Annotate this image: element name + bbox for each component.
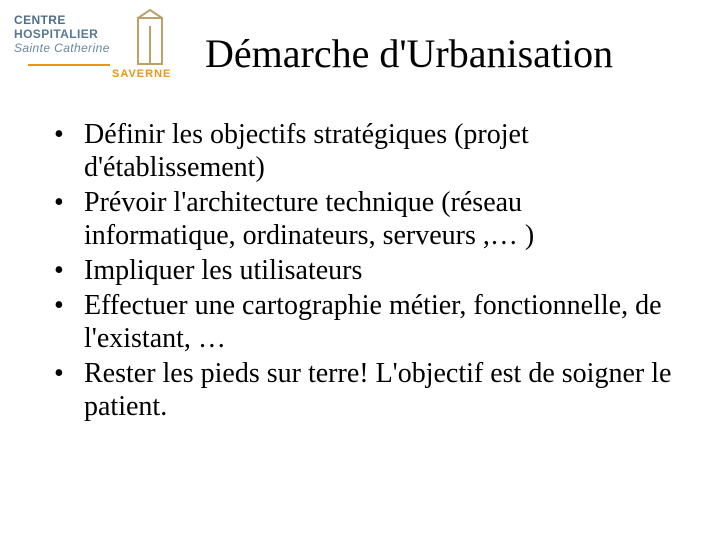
bullet-text: Effectuer une cartographie métier, fonct… bbox=[84, 290, 662, 354]
bullet-text: Définir les objectifs stratégiques (proj… bbox=[84, 119, 529, 183]
logo-text-block: CENTRE HOSPITALIER Sainte Catherine bbox=[14, 14, 110, 55]
bullet-text: Impliquer les utilisateurs bbox=[84, 255, 362, 286]
slide-body: Définir les objectifs stratégiques (proj… bbox=[54, 118, 674, 425]
logo-line1: CENTRE bbox=[14, 14, 110, 28]
logo-line2: HOSPITALIER bbox=[14, 28, 110, 42]
list-item: Impliquer les utilisateurs bbox=[54, 254, 674, 287]
bullet-text: Rester les pieds sur terre! L'objectif e… bbox=[84, 358, 671, 422]
list-item: Rester les pieds sur terre! L'objectif e… bbox=[54, 357, 674, 423]
logo-city: SAVERNE bbox=[112, 68, 171, 80]
list-item: Effectuer une cartographie métier, fonct… bbox=[54, 289, 674, 355]
slide: CENTRE HOSPITALIER Sainte Catherine SAVE… bbox=[0, 0, 720, 540]
list-item: Définir les objectifs stratégiques (proj… bbox=[54, 118, 674, 184]
hospital-logo: CENTRE HOSPITALIER Sainte Catherine SAVE… bbox=[14, 6, 184, 96]
list-item: Prévoir l'architecture technique (réseau… bbox=[54, 186, 674, 252]
bullet-list: Définir les objectifs stratégiques (proj… bbox=[54, 118, 674, 423]
logo-line3: Sainte Catherine bbox=[14, 42, 110, 56]
slide-title: Démarche d'Urbanisation bbox=[205, 30, 613, 77]
bullet-text: Prévoir l'architecture technique (réseau… bbox=[84, 187, 534, 251]
building-icon bbox=[132, 8, 168, 66]
logo-rule bbox=[28, 64, 110, 66]
